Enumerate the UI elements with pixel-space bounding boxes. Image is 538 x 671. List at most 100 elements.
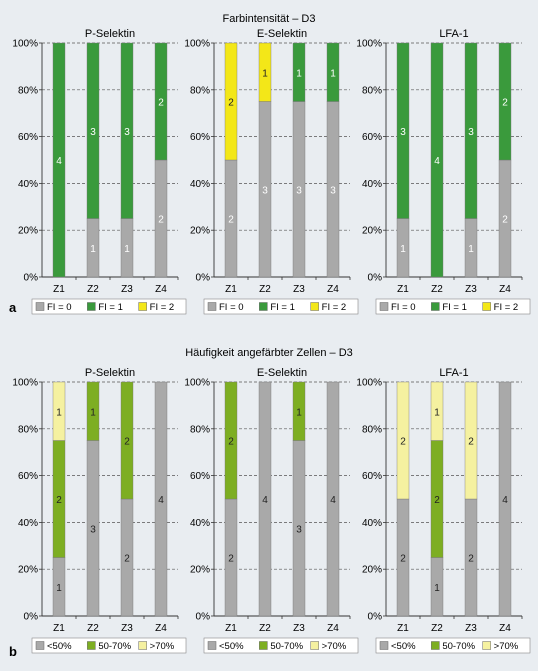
data-label: 1 — [262, 68, 268, 79]
legend-swatch — [259, 302, 268, 311]
y-tick-label: 20% — [18, 226, 38, 237]
chart-a-1: E-Selektin 0% 20% 40% 60% 80% 100% 2 2 Z1 3 1 Z2 3 1 Z3… — [184, 28, 359, 315]
bar-segment — [396, 381, 410, 500]
bar-segment — [498, 381, 512, 617]
y-tick-label: 80% — [18, 424, 38, 435]
section-b-heading: Häufigkeit angefärbter Zellen – D3 — [185, 347, 353, 359]
legend-label: 50-70% — [270, 641, 303, 652]
y-tick-label: 0% — [24, 612, 39, 623]
x-tick-label: Z1 — [397, 284, 409, 295]
legend-swatch — [35, 641, 45, 650]
data-label: 3 — [90, 524, 96, 535]
bar-segment — [292, 42, 306, 102]
legend: FI = 0 FI = 1 FI = 2 — [31, 298, 187, 315]
x-tick-label: Z2 — [259, 284, 271, 295]
x-tick-label: Z4 — [327, 623, 339, 634]
y-tick-label: 20% — [362, 565, 382, 576]
data-label: 2 — [228, 554, 234, 565]
section-b-label: b — [9, 644, 17, 659]
y-tick-label: 60% — [18, 132, 38, 143]
x-tick-label: Z2 — [259, 623, 271, 634]
legend-swatch — [35, 302, 45, 311]
data-label: 2 — [158, 98, 164, 109]
legend-label: FI = 1 — [98, 302, 123, 313]
chart-b-2: LFA-1 0% 20% 40% 60% 80% 100% 2 2 Z1 1 2 1 Z2 2 2 Z3 4 Z4 <… — [356, 367, 531, 654]
y-tick-label: 100% — [356, 378, 382, 389]
data-label: 2 — [228, 98, 234, 109]
data-label: 2 — [228, 215, 234, 226]
x-tick-label: Z2 — [87, 284, 99, 295]
legend-label: FI = 2 — [150, 302, 175, 313]
data-label: 1 — [296, 407, 302, 418]
x-tick-label: Z3 — [293, 623, 305, 634]
chart-title: LFA-1 — [439, 367, 468, 379]
y-tick-label: 0% — [24, 273, 39, 284]
data-label: 1 — [468, 244, 474, 255]
data-label: 1 — [296, 68, 302, 79]
y-tick-label: 40% — [18, 179, 38, 190]
x-tick-label: Z4 — [155, 623, 167, 634]
data-label: 1 — [90, 244, 96, 255]
data-label: 2 — [124, 554, 130, 565]
data-label: 1 — [56, 407, 62, 418]
data-label: 1 — [56, 583, 62, 594]
bar-segment — [430, 381, 444, 441]
y-tick-label: 20% — [362, 226, 382, 237]
x-tick-label: Z1 — [397, 623, 409, 634]
data-label: 3 — [400, 127, 406, 138]
data-label: 3 — [296, 524, 302, 535]
x-tick-label: Z4 — [499, 623, 511, 634]
legend-swatch — [87, 641, 96, 650]
chart-a-2: LFA-1 0% 20% 40% 60% 80% 100% 1 3 Z1 4 Z2 1 3 Z3 2 2 Z4 FI… — [356, 28, 531, 315]
data-label: 4 — [262, 495, 268, 506]
x-tick-label: Z3 — [465, 284, 477, 295]
bar-segment — [86, 42, 100, 219]
legend-swatch — [431, 302, 440, 311]
x-tick-label: Z1 — [53, 284, 65, 295]
x-tick-label: Z3 — [293, 284, 305, 295]
y-tick-label: 60% — [362, 471, 382, 482]
y-tick-label: 80% — [190, 424, 210, 435]
chart-title: LFA-1 — [439, 28, 468, 40]
legend-swatch — [379, 302, 389, 311]
y-tick-label: 20% — [190, 565, 210, 576]
section-a-heading: Farbintensität – D3 — [223, 13, 316, 25]
bar-segment — [224, 381, 238, 500]
chart-title: E-Selektin — [257, 367, 307, 379]
legend-label: FI = 1 — [270, 302, 295, 313]
data-label: 2 — [502, 215, 508, 226]
legend-swatch — [138, 302, 147, 311]
data-label: 3 — [124, 127, 130, 138]
bar-segment — [396, 42, 410, 219]
legend-label: <50% — [219, 641, 244, 652]
legend-swatch — [482, 302, 491, 311]
y-tick-label: 40% — [362, 518, 382, 529]
x-tick-label: Z3 — [465, 623, 477, 634]
data-label: 2 — [502, 98, 508, 109]
chart-title: P-Selektin — [85, 367, 135, 379]
data-label: 1 — [124, 244, 130, 255]
x-tick-label: Z4 — [499, 284, 511, 295]
data-label: 1 — [330, 68, 336, 79]
legend-swatch — [431, 641, 440, 650]
y-tick-label: 100% — [184, 39, 210, 50]
legend: FI = 0 FI = 1 FI = 2 — [203, 298, 359, 315]
bar-segment — [498, 42, 512, 161]
x-tick-label: Z2 — [431, 623, 443, 634]
data-label: 2 — [400, 437, 406, 448]
bar-segment — [326, 381, 340, 617]
y-tick-label: 20% — [18, 565, 38, 576]
y-tick-label: 100% — [12, 378, 38, 389]
y-tick-label: 60% — [18, 471, 38, 482]
x-tick-label: Z4 — [327, 284, 339, 295]
chart-a-0: P-Selektin 0% 20% 40% 60% 80% 100% 4 Z1 1 3 Z2 1 3 Z3 2… — [12, 28, 187, 315]
x-tick-label: Z1 — [225, 623, 237, 634]
legend-label: FI = 2 — [494, 302, 519, 313]
legend: <50% 50-70% >70% — [31, 637, 187, 654]
data-label: 2 — [468, 437, 474, 448]
bar-segment — [120, 42, 134, 219]
bar-segment — [464, 42, 478, 219]
legend-label: >70% — [494, 641, 519, 652]
y-tick-label: 40% — [190, 518, 210, 529]
